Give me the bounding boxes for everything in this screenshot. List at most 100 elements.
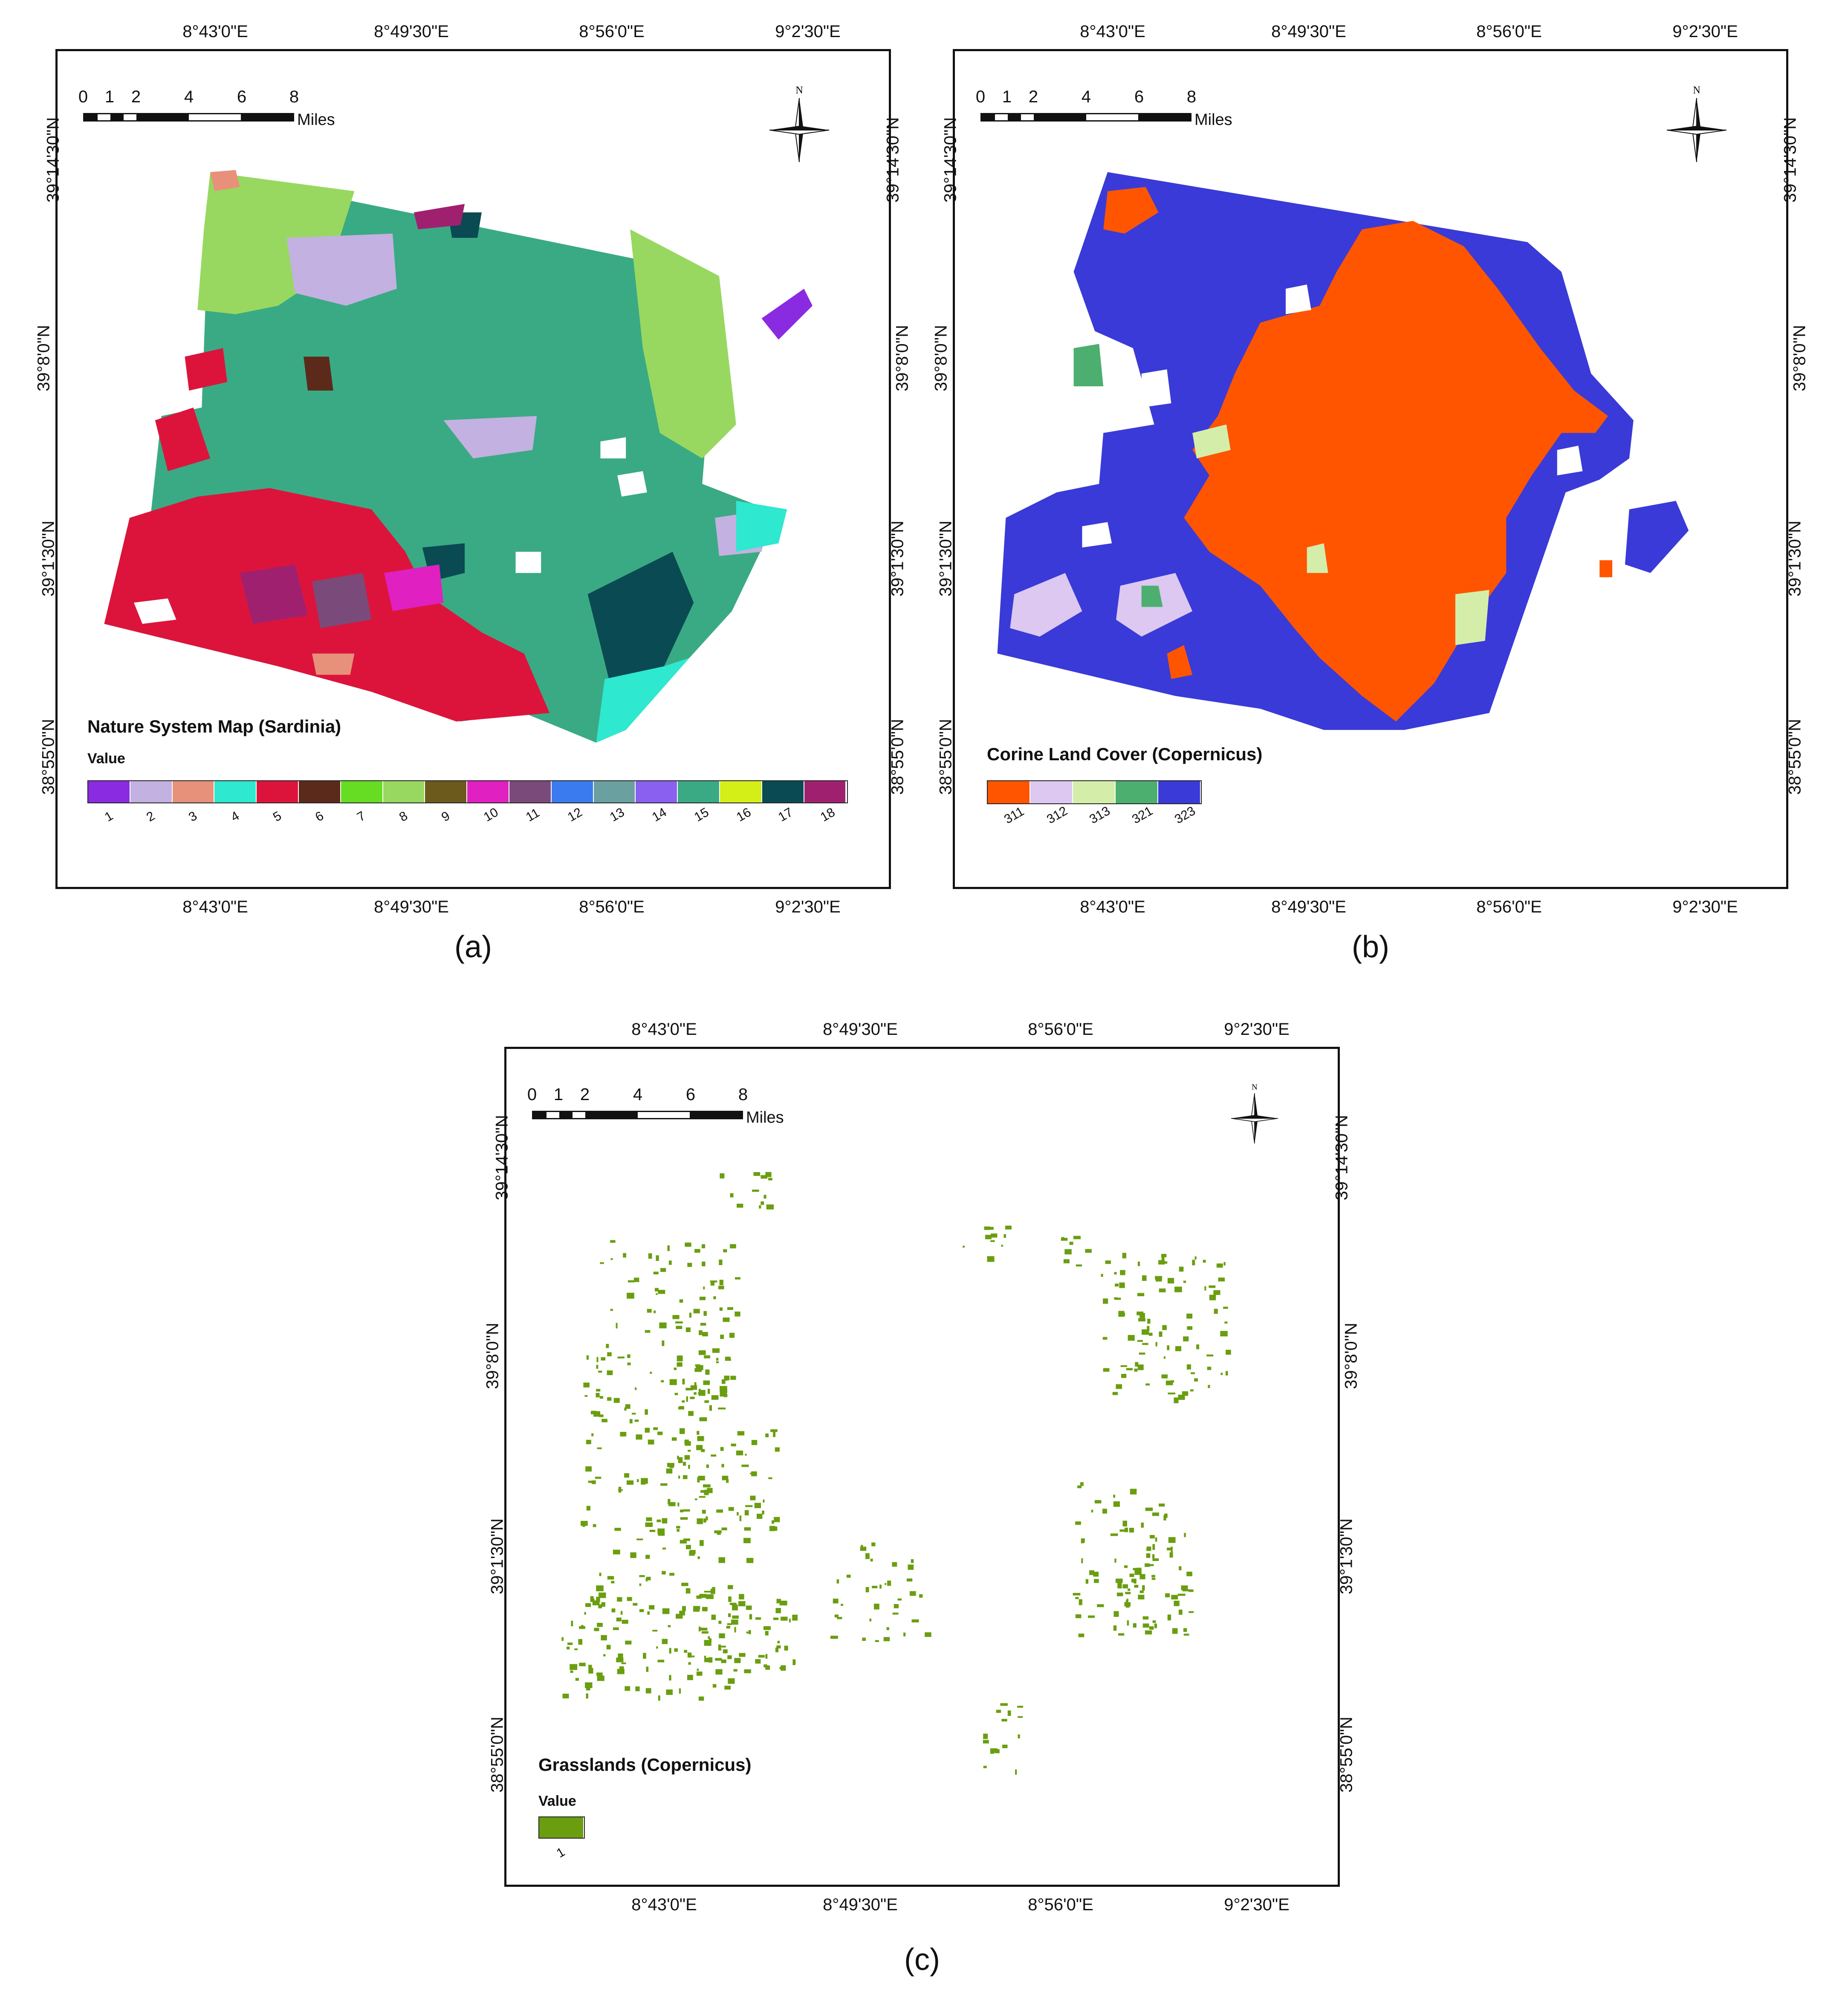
grassland-patch (601, 1357, 606, 1361)
grassland-patch (677, 1502, 680, 1506)
grassland-patch (601, 1635, 607, 1641)
latitude-tick-label: 39°14'30"N (1781, 117, 1800, 203)
grassland-patch (837, 1616, 842, 1619)
grassland-patch (578, 1639, 583, 1645)
corine-land-cover-map (997, 172, 1689, 730)
grassland-patch (652, 1630, 658, 1632)
latitude-tick-label: 39°14'30"N (492, 1115, 512, 1201)
grassland-patch (647, 1309, 652, 1313)
grassland-patch (727, 1623, 732, 1625)
latitude-tick-label: 38°55'0"N (1337, 1717, 1356, 1793)
grassland-patch (726, 1626, 731, 1629)
grassland-patch (703, 1518, 706, 1523)
grassland-patch (1131, 1579, 1136, 1583)
grassland-patch (715, 1658, 722, 1661)
grassland-patch (607, 1397, 612, 1401)
grassland-patch (737, 1512, 739, 1516)
panel-label-b: (b) (1352, 930, 1389, 964)
grassland-patch (636, 1479, 639, 1482)
grassland-patch (775, 1648, 779, 1652)
grassland-patch (685, 1243, 691, 1247)
grassland-patch (662, 1340, 665, 1346)
grassland-patch (1120, 1312, 1125, 1315)
grassland-patch (620, 1432, 627, 1437)
grassland-patch (702, 1261, 706, 1266)
grassland-patch (718, 1286, 724, 1289)
grassland-patch (1114, 1558, 1116, 1563)
grassland-patch (677, 1362, 682, 1367)
grassland-patch (768, 1178, 772, 1181)
grassland-patch (1018, 1716, 1023, 1718)
grassland-patch (1186, 1313, 1193, 1319)
grassland-patch (719, 1307, 723, 1311)
grassland-patch (1128, 1588, 1131, 1591)
grassland-patch (696, 1365, 703, 1370)
grassland-patch (983, 1766, 987, 1768)
grassland-patch (746, 1631, 750, 1634)
grassland-patch (1134, 1584, 1139, 1588)
legend-swatch (636, 781, 678, 802)
legend-swatch (551, 781, 594, 802)
grassland-patch (1155, 1342, 1157, 1347)
grassland-patch (1005, 1225, 1012, 1230)
grassland-patch (728, 1507, 734, 1511)
grassland-patch (719, 1280, 723, 1286)
grassland-patch (728, 1596, 732, 1602)
grassland-patch (719, 1259, 723, 1266)
grassland-patch (1220, 1331, 1228, 1337)
scale-bar: 0 1 2 4 6 8 Miles (527, 1085, 796, 1132)
longitude-tick-label: 8°49'30"E (823, 1020, 898, 1039)
grassland-patch (983, 1733, 988, 1739)
grassland-patch (669, 1675, 671, 1681)
grassland-patch (709, 1405, 712, 1411)
grassland-patch (1115, 1283, 1119, 1287)
grassland-patch (1094, 1500, 1102, 1503)
grassland-patch (688, 1662, 691, 1665)
grassland-patch (841, 1604, 843, 1606)
grassland-patch (618, 1653, 623, 1659)
grassland-patch (1103, 1368, 1110, 1372)
grassland-patch (656, 1519, 661, 1522)
latitude-tick-label: 39°1'30"N (888, 521, 907, 597)
grassland-patch (737, 1203, 743, 1208)
grassland-patch (716, 1509, 723, 1513)
north-arrow-icon: N (1231, 1083, 1278, 1144)
grassland-patch (887, 1580, 891, 1586)
map-panel-a: 0 1 2 4 6 8 Miles N Nature System Map (S… (34, 22, 911, 916)
grassland-patch (1102, 1337, 1108, 1340)
grassland-patch (645, 1330, 651, 1333)
longitude-tick-label: 8°43'0"E (182, 22, 248, 41)
grassland-patch (648, 1440, 654, 1445)
grassland-patch (1145, 1383, 1150, 1386)
grassland-patch (596, 1357, 599, 1362)
grassland-patch (599, 1573, 602, 1576)
grassland-patch (1152, 1558, 1159, 1561)
grassland-patch (717, 1531, 721, 1535)
grassland-patch (677, 1456, 679, 1460)
grassland-patch (704, 1657, 710, 1663)
grassland-patch (694, 1368, 702, 1372)
grassland-patch (599, 1414, 604, 1417)
grassland-patch (586, 1440, 591, 1444)
grassland-patch (653, 1427, 658, 1430)
grassland-patch (879, 1584, 882, 1589)
grassland-patch (683, 1538, 690, 1541)
grassland-patch (721, 1527, 727, 1530)
latitude-tick-label: 39°1'30"N (1785, 521, 1805, 597)
grassland-patch (674, 1367, 677, 1370)
legend-title: Grasslands (Copernicus) (538, 1755, 752, 1775)
grassland-patch (1075, 1521, 1081, 1525)
grassland-patch (610, 1240, 616, 1243)
grassland-patch (1093, 1572, 1099, 1577)
grassland-patch (685, 1588, 691, 1594)
legend-swatch (1030, 781, 1073, 803)
longitude-tick-label: 9°2'30"E (1224, 1895, 1290, 1914)
grassland-patch (1113, 1625, 1117, 1631)
grassland-patch (627, 1354, 630, 1358)
grassland-patch (693, 1309, 700, 1314)
grassland-patch (925, 1632, 931, 1637)
grassland-patch (743, 1538, 751, 1544)
grassland-patch (704, 1400, 709, 1403)
grassland-patch (1218, 1277, 1225, 1282)
grassland-patch (1125, 1592, 1131, 1594)
